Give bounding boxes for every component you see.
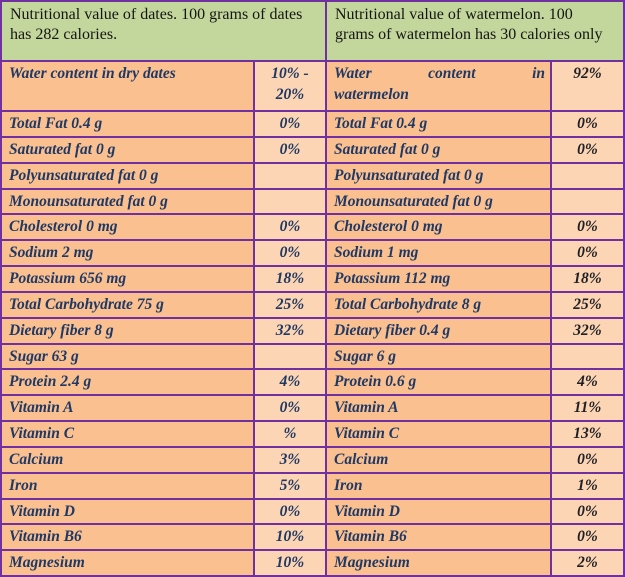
watermelon-row-value (552, 189, 623, 214)
dates-row-label: Vitamin D (2, 499, 253, 524)
dates-row-label: Total Fat 0.4 g (2, 112, 253, 136)
dates-row-label: Vitamin A (2, 396, 253, 420)
watermelon-row-value: 11% (552, 396, 623, 420)
watermelon-row-label: Monounsaturated fat 0 g (327, 189, 550, 214)
watermelon-row-label: Vitamin B6 (327, 525, 550, 550)
dates-row-value: 10% (255, 525, 325, 550)
dates-row-value (255, 163, 325, 188)
dates-row-label: Total Carbohydrate 75 g (2, 292, 253, 317)
watermelon-row-label: Total Carbohydrate 8 g (327, 292, 550, 317)
watermelon-row-value: 0% (552, 525, 623, 550)
watermelon-row-label: Dietary fiber 0.4 g (327, 318, 550, 343)
dates-row-value: 0% (255, 137, 325, 162)
watermelon-row-value: 25% (552, 292, 623, 317)
watermelon-row-value: 2% (552, 551, 623, 575)
dates-row-label: Sugar 63 g (2, 344, 253, 369)
watermelon-row-value: 0% (552, 137, 623, 162)
watermelon-row-label: Vitamin D (327, 499, 550, 524)
dates-row-value: 0% (255, 396, 325, 420)
dates-row-label: Vitamin C (2, 422, 253, 446)
watermelon-row-value: 0% (552, 499, 623, 524)
dates-row-value (255, 344, 325, 369)
watermelon-row-label: Calcium (327, 447, 550, 472)
dates-row-label: Cholesterol 0 mg (2, 215, 253, 240)
watermelon-row-value: 1% (552, 473, 623, 498)
dates-row-label: Protein 2.4 g (2, 370, 253, 395)
watermelon-row-value: 13% (552, 422, 623, 446)
dates-table-header: Nutritional value of dates. 100 grams of… (2, 2, 325, 60)
dates-row-label: Vitamin B6 (2, 525, 253, 550)
dates-row-value: 25% (255, 292, 325, 317)
dates-row-value: 0% (255, 215, 325, 240)
dates-row-label: Sodium 2 mg (2, 241, 253, 265)
dates-row-label: Magnesium (2, 551, 253, 575)
watermelon-row-label: Saturated fat 0 g (327, 137, 550, 162)
watermelon-row-label: Sugar 6 g (327, 344, 550, 369)
watermelon-row-label: Vitamin A (327, 396, 550, 420)
dates-row-value: 10% - 20% (255, 62, 325, 110)
dates-row-value: 0% (255, 499, 325, 524)
watermelon-row-label: Sodium 1 mg (327, 241, 550, 265)
dates-row-value: 0% (255, 241, 325, 265)
dates-row-value: 5% (255, 473, 325, 498)
dates-row-value: 10% (255, 551, 325, 575)
watermelon-row-label: Magnesium (327, 551, 550, 575)
dates-row-value (255, 189, 325, 214)
watermelon-row-label: Water content in watermelon (327, 62, 550, 110)
watermelon-row-value: 0% (552, 447, 623, 472)
dates-row-value: 4% (255, 370, 325, 395)
watermelon-row-value (552, 344, 623, 369)
dates-row-label: Dietary fiber 8 g (2, 318, 253, 343)
dates-row-label: Calcium (2, 447, 253, 472)
watermelon-row-value: 0% (552, 241, 623, 265)
watermelon-table-header: Nutritional value of watermelon. 100 gra… (327, 2, 623, 60)
dates-row-value: 32% (255, 318, 325, 343)
watermelon-row-label: Potassium 112 mg (327, 267, 550, 291)
watermelon-row-label: Cholesterol 0 mg (327, 215, 550, 240)
watermelon-row-value: 4% (552, 370, 623, 395)
dates-row-value: % (255, 422, 325, 446)
watermelon-row-label: Protein 0.6 g (327, 370, 550, 395)
watermelon-row-label: Iron (327, 473, 550, 498)
dates-row-label: Polyunsaturated fat 0 g (2, 163, 253, 188)
watermelon-row-value (552, 163, 623, 188)
watermelon-row-value: 32% (552, 318, 623, 343)
dates-row-label: Monounsaturated fat 0 g (2, 189, 253, 214)
dates-row-label: Potassium 656 mg (2, 267, 253, 291)
watermelon-row-value: 0% (552, 112, 623, 136)
dates-row-value: 18% (255, 267, 325, 291)
dates-row-value: 3% (255, 447, 325, 472)
watermelon-row-label: Polyunsaturated fat 0 g (327, 163, 550, 188)
watermelon-row-label: Total Fat 0.4 g (327, 112, 550, 136)
dates-row-label: Iron (2, 473, 253, 498)
watermelon-row-label: Vitamin C (327, 422, 550, 446)
dates-row-label: Water content in dry dates (2, 62, 253, 110)
dates-row-value: 0% (255, 112, 325, 136)
watermelon-row-value: 0% (552, 215, 623, 240)
watermelon-row-value: 92% (552, 62, 623, 110)
watermelon-row-value: 18% (552, 267, 623, 291)
dates-row-label: Saturated fat 0 g (2, 137, 253, 162)
